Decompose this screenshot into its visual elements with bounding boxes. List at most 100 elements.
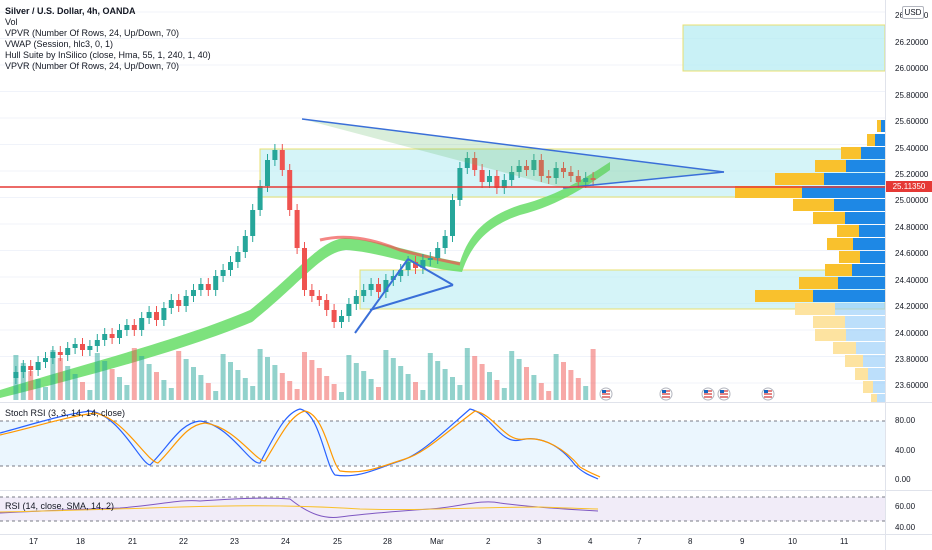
volume-bar	[331, 384, 337, 400]
rsi-axis[interactable]: 60.00 40.00	[886, 493, 932, 533]
candle	[590, 178, 596, 180]
pane-separator	[0, 402, 932, 403]
time-tick: 24	[281, 537, 290, 546]
candle	[28, 366, 34, 370]
price-axis[interactable]: 26.40000 26.20000 26.00000 25.80000 25.6…	[886, 0, 932, 402]
stoch-rsi-pane[interactable]: Stoch RSI (3, 3, 14, 14, close)	[0, 405, 885, 490]
candle	[383, 280, 389, 292]
volume-profile-bar	[837, 225, 859, 237]
volume-profile-bar	[845, 355, 863, 367]
candle	[57, 352, 63, 355]
candle	[575, 176, 581, 182]
candle	[420, 260, 426, 268]
currency-badge[interactable]: USD	[902, 6, 924, 19]
candle	[176, 300, 182, 306]
volume-profile-bar	[834, 199, 885, 211]
candle	[279, 150, 285, 170]
volume-bar	[287, 381, 293, 400]
price-tick: 23.60000	[895, 381, 929, 390]
volume-bar	[191, 367, 196, 400]
volume-bar	[353, 363, 359, 400]
candle	[324, 300, 330, 310]
time-tick: 7	[637, 537, 642, 546]
rsi-pane[interactable]: RSI (14, close, SMA, 14, 2)	[0, 493, 885, 533]
trendline-flag-lower	[354, 258, 409, 334]
candle	[65, 348, 71, 355]
candle	[117, 330, 122, 338]
candle	[257, 186, 263, 210]
candle	[72, 344, 78, 348]
us-flag-icon	[599, 387, 613, 401]
volume-profile-bar	[873, 381, 885, 393]
volume-bar	[139, 356, 145, 400]
indicator-vpvr[interactable]: VPVR (Number Of Rows, 24, Up/Down, 70)	[5, 28, 180, 38]
candle	[501, 180, 507, 188]
time-tick: 3	[537, 537, 542, 546]
time-axis[interactable]: 17 18 21 22 23 24 25 28 Mar 2 3 4 7 8 9 …	[0, 537, 885, 550]
volume-profile-bar	[795, 303, 835, 315]
rsi-tick: 60.00	[895, 502, 916, 511]
candle	[339, 316, 344, 322]
candle	[568, 172, 574, 176]
volume-profile-bar	[841, 147, 861, 159]
hull-suite-bear-segment	[319, 235, 461, 266]
volume-bar	[413, 382, 418, 400]
volume-bar	[316, 368, 322, 400]
volume-profile-bar	[853, 238, 885, 250]
volume-bar	[479, 364, 485, 400]
volume-bar	[361, 371, 367, 400]
price-tick: 24.40000	[895, 276, 929, 285]
axis-divider	[885, 0, 886, 550]
volume-profile-bar	[833, 342, 856, 354]
time-tick: 23	[230, 537, 239, 546]
candle	[479, 170, 485, 182]
candle	[464, 158, 470, 168]
volume-bar	[80, 382, 85, 400]
price-chart-canvas[interactable]	[0, 0, 885, 402]
stoch-rsi-canvas[interactable]	[0, 405, 885, 490]
candle	[139, 318, 145, 330]
candle	[43, 358, 48, 362]
indicator-vwap[interactable]: VWAP (Session, hlc3, 0, 1)	[5, 39, 114, 49]
indicator-hull-suite[interactable]: Hull Suite by InSilico (close, Hma, 55, …	[5, 50, 211, 60]
time-tick: 17	[29, 537, 38, 546]
us-flag-icon	[761, 387, 775, 401]
candle	[398, 270, 404, 276]
volume-profile-bar	[863, 355, 885, 367]
stoch-axis[interactable]: 80.00 40.00 0.00	[886, 405, 932, 490]
volume-bar	[102, 361, 108, 400]
volume-bar	[516, 359, 522, 400]
candle	[191, 290, 196, 296]
volume-bar	[487, 372, 492, 400]
chart-legend: Silver / U.S. Dollar, 4h, OANDA Vol VPVR…	[5, 6, 211, 72]
volume-bar	[420, 390, 426, 400]
volume-bar	[176, 351, 182, 400]
indicator-vpvr-2[interactable]: VPVR (Number Of Rows, 24, Up/Down, 70)	[5, 61, 180, 71]
volume-bar	[390, 358, 396, 400]
candle	[168, 300, 174, 308]
candle	[183, 296, 189, 306]
symbol-title[interactable]: Silver / U.S. Dollar, 4h, OANDA	[5, 6, 136, 16]
volume-bar	[117, 377, 122, 400]
rsi-canvas[interactable]	[0, 493, 885, 533]
trendline-upper	[301, 118, 725, 173]
volume-profile-bar	[861, 147, 885, 159]
volume-bar	[546, 391, 552, 400]
volume-profile-bar	[881, 120, 885, 132]
candle	[472, 158, 478, 170]
volume-bar	[161, 380, 167, 400]
volume-bar	[198, 375, 204, 400]
candle	[494, 176, 500, 188]
rsi-label[interactable]: RSI (14, close, SMA, 14, 2)	[5, 501, 115, 511]
price-chart-pane[interactable]: Silver / U.S. Dollar, 4h, OANDA Vol VPVR…	[0, 0, 885, 402]
candle	[302, 248, 307, 290]
volume-bar	[257, 349, 263, 400]
time-tick: 21	[128, 537, 137, 546]
stoch-rsi-label[interactable]: Stoch RSI (3, 3, 14, 14, close)	[5, 408, 126, 418]
indicator-vol[interactable]: Vol	[5, 17, 18, 27]
candle	[87, 346, 93, 350]
volume-profile-bar	[877, 394, 885, 402]
candle	[405, 262, 411, 270]
volume-profile-bar	[845, 316, 885, 328]
volume-profile-bar	[863, 381, 873, 393]
